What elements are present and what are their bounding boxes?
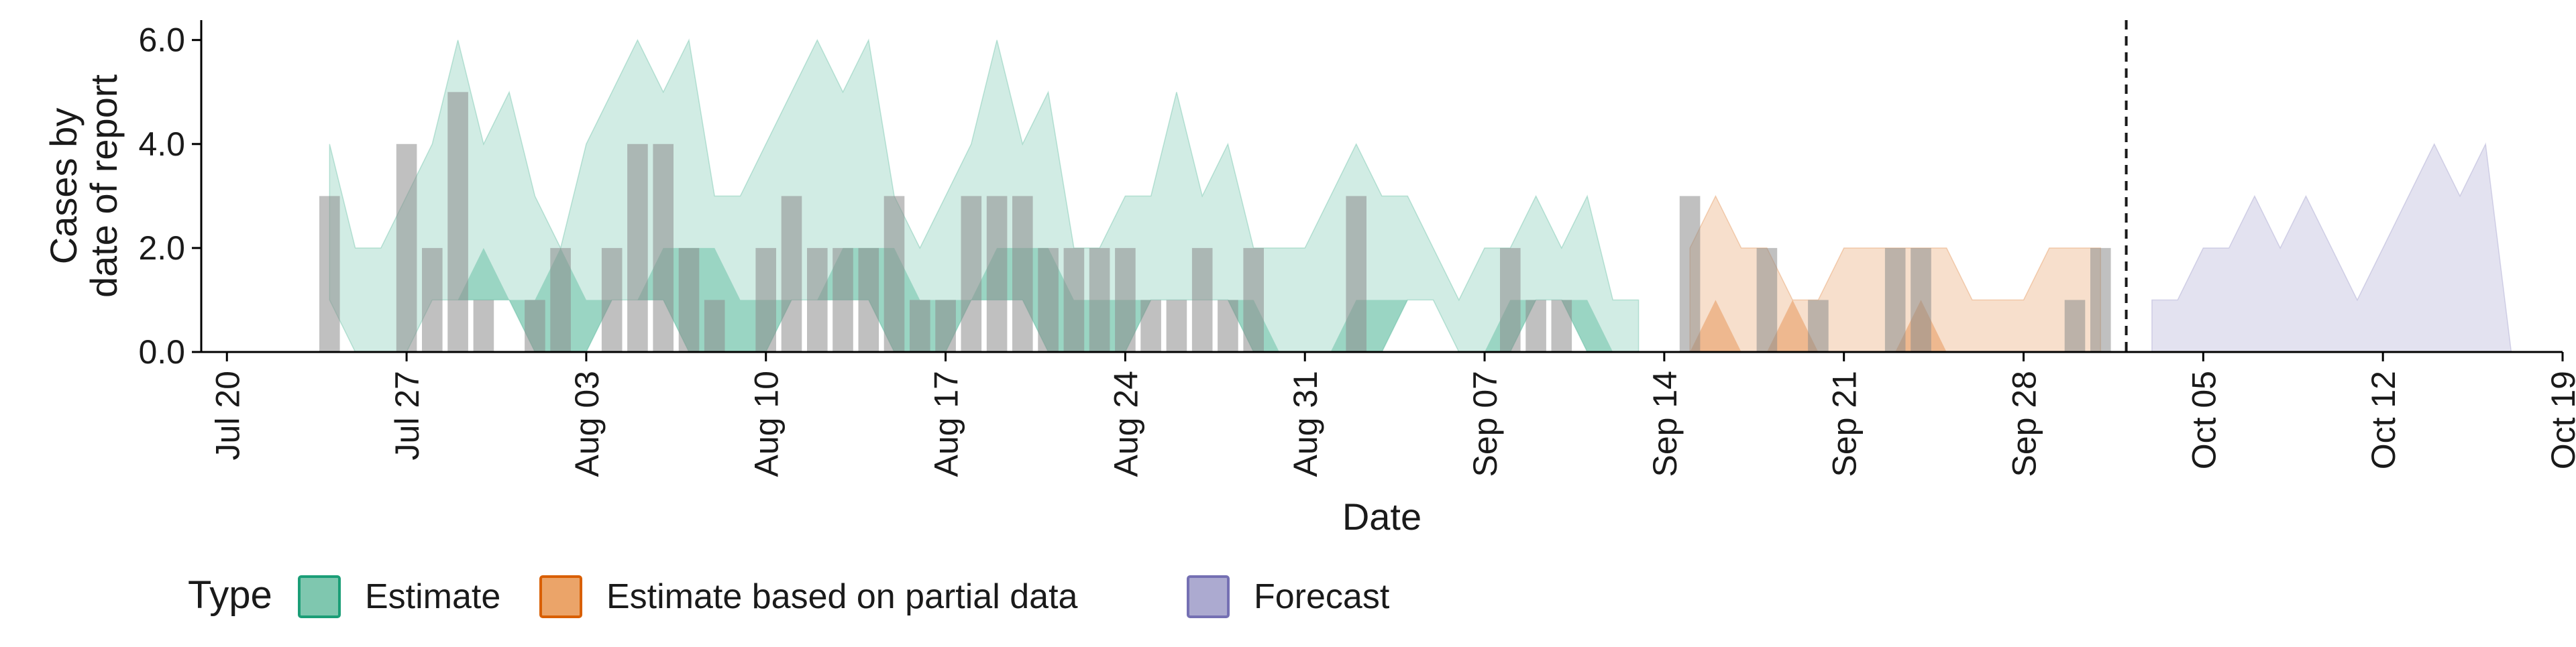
y-axis-title-line: Cases by	[42, 108, 85, 264]
report-bar	[1884, 247, 1906, 352]
report-bar	[1063, 247, 1085, 352]
x-tick-label: Oct 12	[2365, 371, 2402, 469]
report-bar	[1218, 300, 1238, 352]
report-bar	[447, 92, 468, 353]
legend-swatch-estimate	[298, 575, 341, 618]
x-tick-label: Aug 17	[928, 371, 965, 477]
report-bar	[833, 247, 853, 352]
report-bar	[1166, 300, 1187, 352]
x-tick-label: Sep 28	[2006, 371, 2043, 477]
x-tick-label: Oct 05	[2185, 371, 2222, 469]
report-bar	[601, 247, 623, 352]
y-tick-label: 0.0	[138, 333, 185, 371]
axes: 0.0 2.0 4.0 6.0 Jul 20 Jul 27 Aug 03 Aug 10 Aug …	[42, 20, 2576, 538]
report-bars	[319, 92, 2111, 353]
legend-swatch-forecast	[1187, 575, 1230, 618]
report-bar	[1038, 247, 1059, 352]
x-tick-label: Sep 14	[1646, 371, 1684, 477]
report-bar	[550, 247, 571, 352]
report-bar	[525, 300, 545, 352]
report-bar	[883, 196, 905, 352]
x-tick-label: Aug 10	[748, 371, 786, 477]
report-bar	[1012, 196, 1033, 352]
legend-label-forecast: Forecast	[1254, 577, 1390, 616]
x-tick-label: Jul 27	[388, 371, 426, 460]
report-bar	[396, 143, 417, 353]
legend-label-partial: Estimate based on partial data	[606, 577, 1078, 616]
report-bar	[1551, 300, 1572, 352]
x-tick-label: Aug 31	[1287, 371, 1324, 477]
report-bar	[1191, 247, 1213, 352]
legend-label-estimate: Estimate	[365, 577, 500, 616]
x-tick-label: Sep 21	[1826, 371, 1864, 477]
y-axis-title: Cases bydate of report	[42, 74, 125, 298]
report-bar	[1808, 300, 1829, 352]
report-bar	[781, 196, 802, 352]
report-bar	[961, 196, 982, 352]
report-bar	[986, 196, 1008, 352]
report-bar	[627, 143, 648, 353]
report-bar	[1089, 247, 1110, 352]
x-tick-label: Aug 03	[568, 371, 606, 477]
x-tick-label: Aug 24	[1107, 371, 1144, 477]
report-bar	[1346, 196, 1366, 352]
report-bar	[1140, 300, 1161, 352]
report-bar	[704, 300, 725, 352]
y-axis-title-line: date of report	[83, 74, 125, 298]
band-outer-forecast	[2151, 142, 2512, 353]
report-bar	[473, 300, 494, 352]
report-bar	[1911, 247, 1931, 352]
report-bar	[1756, 247, 1778, 352]
report-bar	[935, 300, 956, 352]
x-tick-label: Jul 20	[209, 371, 246, 460]
y-tick-label: 4.0	[138, 125, 185, 163]
report-bar	[319, 196, 340, 352]
legend-swatch-partial	[539, 575, 582, 618]
legend-title: Type	[188, 573, 272, 617]
report-bar	[2090, 247, 2111, 352]
y-tick-label: 6.0	[138, 21, 185, 59]
x-axis-title: Date	[1342, 495, 1421, 538]
report-bar	[1525, 300, 1546, 352]
report-bar	[422, 247, 443, 352]
report-bar	[807, 247, 828, 352]
report-bar	[1679, 196, 1701, 352]
report-bar	[653, 143, 674, 353]
report-bar	[858, 247, 879, 352]
y-tick-label: 2.0	[138, 229, 185, 267]
report-bar	[1115, 247, 1136, 352]
report-bar	[678, 247, 700, 352]
report-bar	[755, 247, 776, 352]
report-bar	[1500, 247, 1521, 352]
band-inner-partial	[1690, 300, 2101, 352]
legend: Type Estimate Estimate based on partial da…	[188, 573, 1390, 618]
report-bar	[910, 300, 930, 352]
report-bar	[2064, 300, 2086, 352]
x-tick-label: Sep 07	[1466, 371, 1504, 477]
x-tick-label: Oct 19	[2544, 371, 2576, 469]
report-bar	[1243, 247, 1264, 352]
